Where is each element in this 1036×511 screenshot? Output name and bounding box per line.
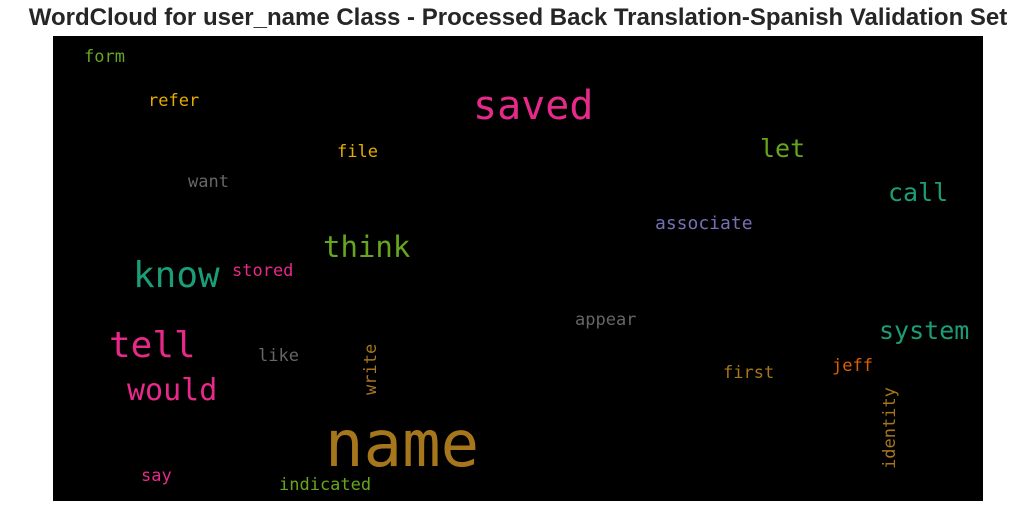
word-identity: identity	[880, 387, 900, 469]
word-indicated: indicated	[279, 475, 372, 495]
word-system: system	[879, 316, 970, 345]
word-name: name	[325, 408, 480, 482]
word-associate: associate	[655, 213, 753, 234]
word-like: like	[258, 346, 299, 366]
word-appear: appear	[575, 310, 637, 330]
word-want: want	[188, 172, 229, 192]
word-say: say	[141, 466, 172, 486]
wordcloud-canvas: name saved know tell would think system call let…	[53, 36, 983, 501]
word-jeff: jeff	[832, 356, 873, 376]
word-stored: stored	[232, 261, 294, 281]
word-first: first	[723, 363, 775, 383]
word-saved: saved	[473, 83, 594, 129]
word-tell: tell	[109, 325, 196, 366]
word-know: know	[133, 255, 220, 296]
word-refer: refer	[148, 91, 200, 111]
word-call: call	[888, 178, 949, 207]
word-would: would	[127, 373, 218, 408]
chart-title: WordCloud for user_name Class - Processe…	[28, 4, 1008, 31]
word-think: think	[323, 230, 411, 264]
word-form: form	[84, 47, 125, 67]
word-write: write	[361, 343, 381, 395]
word-file: file	[337, 142, 378, 162]
word-let: let	[760, 134, 806, 163]
